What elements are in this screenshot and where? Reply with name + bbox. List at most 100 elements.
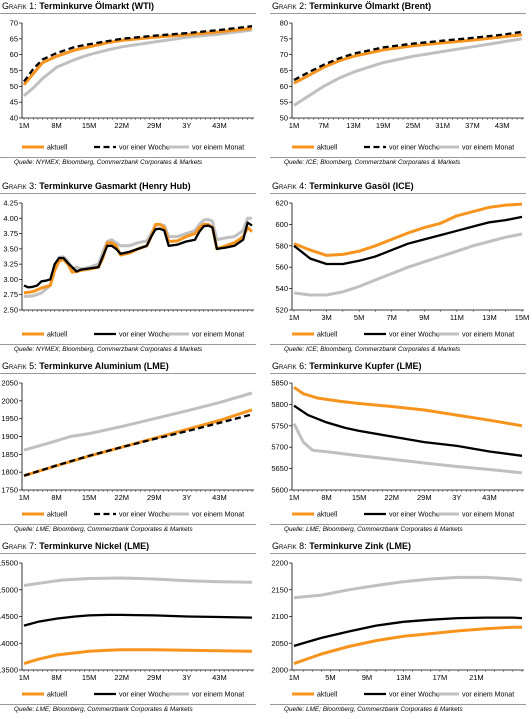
y-tick-label: 2050: [271, 639, 288, 648]
x-tick-label: 3Y: [182, 121, 191, 130]
y-tick-label: 620: [275, 199, 288, 208]
source-note: Quelle: NYMEX; Bloomberg, Commerzbank Co…: [14, 346, 203, 353]
y-tick-label: 75: [280, 34, 288, 43]
chart-panel-6: Grafik 6: Terminkurve Kupfer (LME) 5600 56…: [270, 360, 532, 538]
y-tick-label: 14000: [0, 639, 18, 648]
chart-label: Grafik 2:: [272, 1, 307, 11]
chart-title: Grafik 2: Terminkurve Ölmarkt (Brent): [272, 1, 431, 11]
legend-label-aktuell: aktuell: [47, 692, 68, 699]
x-tick-label: 1M: [19, 121, 29, 130]
x-tick-label: 13M: [482, 313, 497, 322]
line-chart: 40 45 50 55 60 65 70 1M 8M 15M 22M 29M 3Y 43M aktuell v…: [10, 19, 254, 152]
legend-label-woche: vor einer Woche: [119, 512, 170, 519]
y-tick-label: 2000: [271, 666, 288, 675]
chart-title: Grafik 8: Terminkurve Zink (LME): [272, 541, 411, 551]
y-tick-label: 600: [275, 220, 288, 229]
x-tick-label: 22M: [114, 673, 129, 682]
legend-label-aktuell: aktuell: [47, 332, 68, 339]
series-line-monat: [23, 391, 253, 452]
y-tick-label: 3.00: [3, 275, 18, 284]
y-tick-label: 5850: [271, 379, 288, 388]
series-line-monat: [23, 28, 253, 97]
y-tick-label: 560: [275, 263, 288, 272]
series-line-aktuell: [293, 625, 522, 666]
x-tick-label: 8M: [321, 493, 331, 502]
x-tick-label: 25M: [406, 121, 421, 130]
legend-rule: [0, 157, 256, 158]
y-tick-label: 50: [10, 82, 18, 91]
x-tick-label: 22M: [114, 493, 129, 502]
series-line-monat: [292, 423, 523, 475]
x-tick-label: 15M: [515, 313, 530, 322]
x-tick-label: 22M: [384, 493, 399, 502]
title-rule: [270, 13, 526, 14]
x-tick-label: 1M: [289, 121, 299, 130]
y-tick-label: 13500: [0, 666, 18, 675]
chart-title-text: Terminkurve Nickel (LME): [39, 541, 150, 551]
x-tick-label: 1M: [19, 673, 29, 682]
y-tick-label: 2050: [1, 379, 18, 388]
chart-panel-2: Grafik 2: Terminkurve Ölmarkt (Brent) 50 5…: [270, 0, 532, 178]
chart-label: Grafik 6:: [272, 361, 307, 371]
title-rule: [270, 193, 526, 194]
legend-rule: [0, 344, 256, 345]
y-tick-label: 4.00: [3, 214, 18, 223]
chart-title-text: Terminkurve Ölmarkt (Brent): [309, 1, 432, 11]
line-chart: 1750 1800 1850 1900 1950 2000 2050 1M 8M 15M 22M 29…: [1, 379, 254, 519]
series-line-woche: [23, 221, 253, 289]
y-tick-label: 3.75: [3, 229, 18, 238]
title-rule: [0, 193, 256, 194]
x-tick-label: 22M: [114, 121, 129, 130]
source-note: Quelle: NYMEX; Bloomberg, Commerzbank Co…: [14, 159, 203, 166]
legend-rule: [270, 704, 526, 705]
x-tick-label: 1M: [19, 493, 29, 502]
chart-title: Grafik 7: Terminkurve Nickel (LME): [2, 541, 149, 551]
source-note: Quelle: ICE; Bloomberg, Commerzbank Corp…: [284, 159, 461, 166]
y-tick-label: 70: [280, 50, 288, 59]
series-line-woche: [23, 613, 253, 627]
chart-title-text: Terminkurve Aluminium (LME): [39, 361, 169, 371]
line-chart: 2000 2050 2100 2150 2200 1M 5M 9M 13M 17M 21M aktue…: [271, 559, 524, 699]
line-chart: 5600 5650 5700 5750 5800 5850 1M 8M 15M 22M 29M 3Y 4…: [271, 379, 524, 519]
y-tick-label: 65: [280, 66, 288, 75]
x-tick-label: 9M: [362, 673, 372, 682]
y-tick-label: 5650: [271, 464, 288, 473]
series-line-monat: [293, 232, 523, 297]
chart-panel-4: Grafik 4: Terminkurve Gasöl (ICE) 520 540 5…: [270, 180, 532, 358]
x-tick-label: 21M: [469, 673, 484, 682]
chart-panel-8: Grafik 8: Terminkurve Zink (LME) 2000 2050…: [270, 540, 532, 718]
series-line-monat: [293, 575, 523, 600]
y-tick-label: 2100: [271, 612, 288, 621]
y-tick-label: 60: [280, 82, 288, 91]
y-tick-label: 50: [280, 114, 288, 123]
x-tick-label: 3M: [321, 313, 331, 322]
y-tick-label: 3.50: [3, 244, 18, 253]
title-rule: [270, 553, 526, 554]
legend-label-aktuell: aktuell: [317, 332, 338, 339]
legend-label-monat: vor einem Monat: [462, 692, 514, 699]
y-tick-label: 3.25: [3, 260, 18, 269]
y-tick-label: 1900: [1, 432, 18, 441]
series-line-monat: [23, 576, 253, 587]
legend-label-woche: vor einer Woche: [119, 692, 170, 699]
chart-label: Grafik 8:: [272, 541, 307, 551]
y-tick-label: 14500: [0, 612, 18, 621]
x-tick-label: 5M: [354, 313, 364, 322]
x-tick-label: 15M: [352, 493, 367, 502]
x-tick-label: 43M: [212, 121, 227, 130]
legend-label-aktuell: aktuell: [47, 512, 68, 519]
y-tick-label: 15500: [0, 559, 18, 568]
y-tick-label: 60: [10, 50, 18, 59]
x-tick-label: 43M: [482, 493, 497, 502]
chart-title: Grafik 1: Terminkurve Ölmarkt (WTI): [2, 1, 154, 11]
y-tick-label: 70: [10, 19, 18, 28]
legend-label-woche: vor einer Woche: [119, 145, 170, 152]
x-tick-label: 15M: [82, 673, 97, 682]
legend-label-aktuell: aktuell: [317, 692, 338, 699]
line-chart: 50 55 60 65 70 75 80 1M 7M 13M 19M 25M 31M 37M 43M aktu…: [280, 19, 524, 152]
legend-label-monat: vor einem Monat: [192, 332, 244, 339]
x-tick-label: 31M: [435, 121, 450, 130]
line-chart: 520 540 560 580 600 620 1M 3M 5M 7M 9M 11M 13M 15M akt…: [275, 199, 530, 339]
y-tick-label: 1800: [1, 468, 18, 477]
series-line-aktuell: [293, 202, 523, 257]
